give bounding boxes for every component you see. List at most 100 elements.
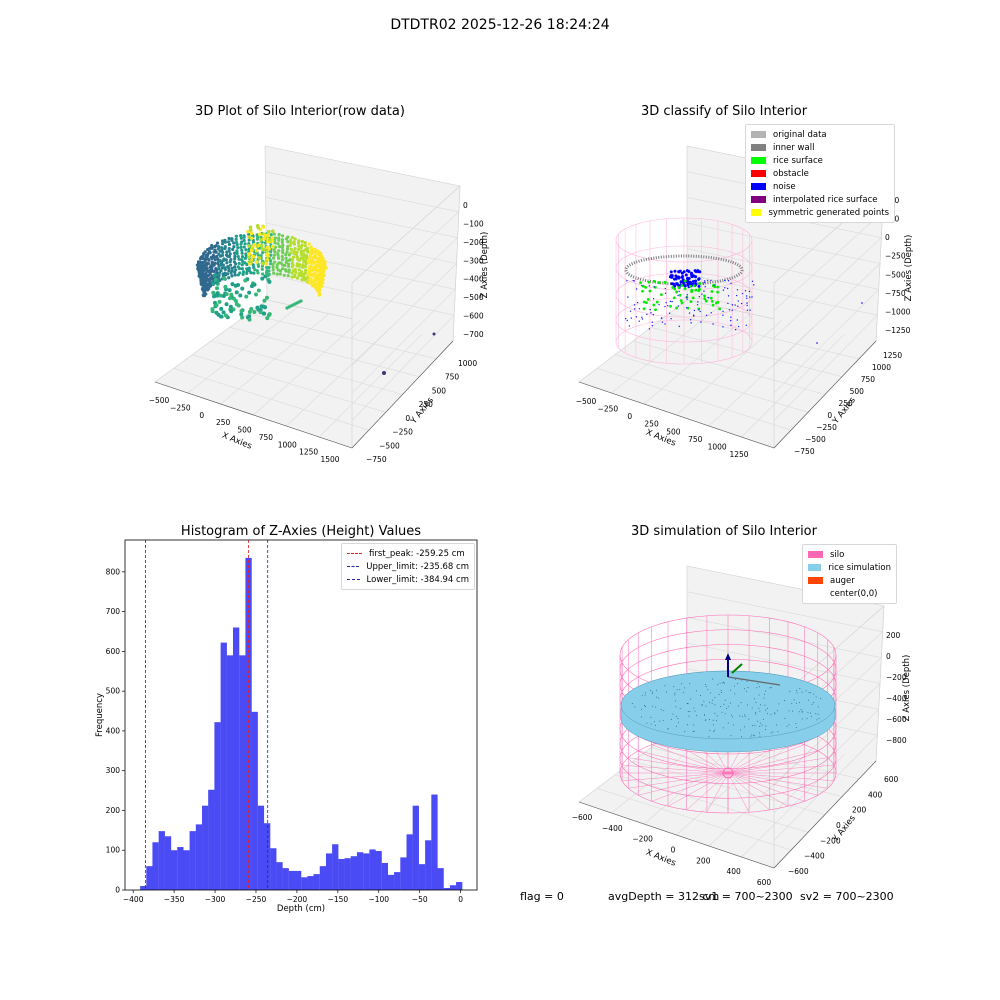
legend-label: symmetric generated points <box>768 207 889 218</box>
data-point <box>239 236 243 240</box>
data-point <box>268 259 273 263</box>
rice-surface-point <box>646 297 650 301</box>
rice-point <box>763 697 765 699</box>
noise-point <box>626 319 628 322</box>
data-point <box>302 249 306 253</box>
noise-point <box>652 298 655 300</box>
data-point <box>308 254 312 259</box>
rice-point <box>724 682 726 684</box>
rice-point <box>759 704 761 706</box>
data-point <box>237 257 241 261</box>
data-point <box>227 266 231 270</box>
data-point <box>315 260 319 264</box>
rice-point <box>770 732 772 734</box>
gridline <box>686 617 882 658</box>
histogram-bar <box>443 888 450 890</box>
rice-point <box>748 718 750 720</box>
rice-point <box>656 689 658 691</box>
noise-point <box>633 308 636 310</box>
gridline <box>668 313 860 360</box>
data-point <box>267 269 271 273</box>
rice-point <box>763 693 765 695</box>
data-point <box>316 289 321 294</box>
data-point <box>219 269 223 273</box>
rice-point <box>718 693 720 695</box>
data-point <box>220 266 224 270</box>
rice-point <box>677 722 679 724</box>
z-tick-label: −600 <box>886 715 907 724</box>
noise-point <box>633 304 636 306</box>
data-point <box>288 243 292 248</box>
z-tick-label: −400 <box>463 275 484 284</box>
rice-point <box>743 688 745 690</box>
histogram-bar <box>381 862 389 890</box>
noise-point <box>677 294 679 297</box>
noise-point <box>744 290 747 292</box>
rice-point <box>811 703 813 705</box>
noise-point <box>724 287 726 289</box>
rice-point <box>703 714 705 716</box>
data-point <box>245 262 249 267</box>
rice-point <box>670 719 672 721</box>
rice-point <box>744 714 746 716</box>
data-point <box>228 296 233 301</box>
rice-point <box>801 710 803 712</box>
data-point <box>233 283 238 288</box>
histogram-bar <box>239 655 246 890</box>
data-point <box>297 258 302 263</box>
rice-surface-point <box>709 296 713 300</box>
data-point <box>292 275 297 279</box>
histogram-bar <box>146 866 153 890</box>
x-tick-label: −200 <box>632 835 653 844</box>
status-flag: flag = 0 <box>520 890 564 903</box>
y-tick-label: 750 <box>445 373 460 382</box>
data-point <box>207 258 211 262</box>
rice-point <box>758 694 760 696</box>
rice-point <box>705 719 707 721</box>
legend-label: noise <box>773 181 796 192</box>
data-point <box>267 279 272 284</box>
x-tick-label: −50 <box>412 895 428 904</box>
panel1-title: 3D Plot of Silo Interior(row data) <box>195 104 405 119</box>
rice-point <box>676 689 678 691</box>
data-point <box>226 240 231 244</box>
panel4-title: 3D simulation of Silo Interior <box>631 524 817 539</box>
rice-point <box>687 703 689 705</box>
y-tick-label: −750 <box>366 455 387 464</box>
noise-point <box>699 310 701 313</box>
legend-label: original data <box>773 129 827 140</box>
noise-point <box>687 270 691 274</box>
legend-line <box>347 566 360 567</box>
rice-point <box>654 724 656 726</box>
rice-point <box>733 685 735 687</box>
data-point <box>204 257 208 261</box>
rice-point <box>738 705 740 707</box>
rice-point <box>756 687 758 689</box>
data-point <box>210 246 214 250</box>
y-tick-label: −250 <box>392 428 413 437</box>
panel4-3d-plot[interactable]: −600−400−2000200400600−600−400−200020040… <box>500 480 1000 980</box>
x-tick-label: −600 <box>572 813 593 822</box>
data-point <box>313 255 318 260</box>
rice-point <box>808 692 810 694</box>
rice-surface-point <box>711 303 715 307</box>
data-point <box>247 235 251 239</box>
panel3-histogram[interactable]: −400 −350 −300 −250 −200 −150 −100 −50 0 0 100 200… <box>0 530 500 950</box>
rice-point <box>709 729 711 731</box>
rice-point <box>701 704 703 706</box>
z-tick-label: −250 <box>885 252 906 261</box>
rice-surface-point <box>673 287 677 291</box>
rice-point <box>650 690 652 692</box>
data-point <box>311 256 315 261</box>
legend-item: center(0,0) <box>808 587 891 600</box>
rice-point <box>686 724 688 726</box>
data-point <box>264 265 269 270</box>
data-point <box>260 247 265 251</box>
rice-point <box>815 696 817 698</box>
data-point <box>239 309 244 314</box>
data-point <box>233 251 237 255</box>
gridline <box>266 274 455 316</box>
data-point <box>235 251 239 256</box>
